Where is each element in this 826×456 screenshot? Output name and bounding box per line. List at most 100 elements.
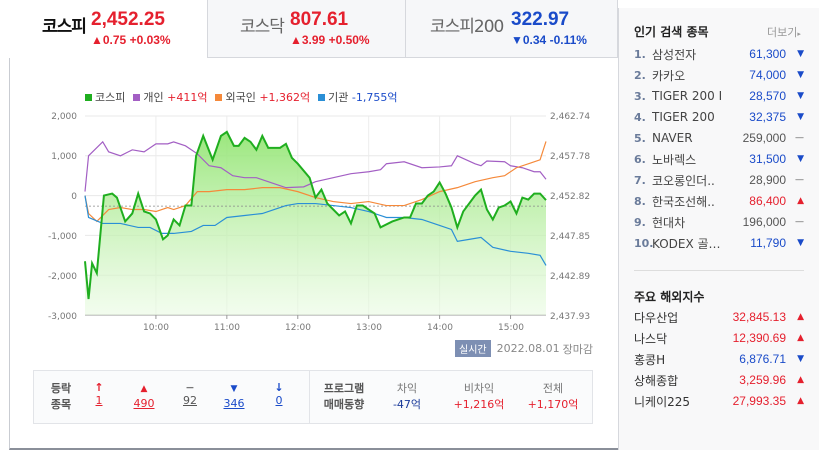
popular-item[interactable]: 7. 코오롱인더.. 28,900 — bbox=[634, 170, 804, 190]
stock-name[interactable]: TIGER 200 I.. bbox=[652, 89, 722, 103]
realtime-badge[interactable]: 실시간 bbox=[455, 340, 491, 357]
x-tick: 12:00 bbox=[285, 323, 311, 333]
count-link[interactable]: 92 bbox=[183, 394, 197, 407]
rank: 9. bbox=[634, 215, 646, 229]
flat-icon: — bbox=[795, 133, 804, 143]
stock-name[interactable]: 한국조선해.. bbox=[652, 194, 715, 209]
x-tick: 13:00 bbox=[356, 323, 382, 333]
legend-individual: 개인 +411억 bbox=[133, 89, 207, 105]
index-name[interactable]: 상해종합 bbox=[634, 373, 679, 388]
stock-name[interactable]: NAVER bbox=[652, 131, 693, 145]
institution-line bbox=[84, 195, 547, 266]
arrow-up-icon: ▲ bbox=[797, 375, 804, 385]
popular-item[interactable]: 5. NAVER 259,000 — bbox=[634, 128, 804, 148]
more-link[interactable]: 더보기▸ bbox=[767, 24, 801, 40]
tab-change: ▲0.75 +0.03% bbox=[91, 33, 171, 47]
breadth-upper-limit[interactable]: ↑ 1 bbox=[86, 381, 112, 407]
right-tick: 2,457.78 bbox=[550, 152, 590, 162]
stock-name[interactable]: 코오롱인더.. bbox=[652, 173, 715, 188]
world-index-item[interactable]: 상해종합 3,259.96 ▲ bbox=[634, 370, 804, 390]
arrow-up-icon: ▲ bbox=[797, 196, 804, 206]
tab-value: 2,452.25 bbox=[91, 9, 165, 30]
count-link[interactable]: 1 bbox=[95, 394, 103, 407]
index-name[interactable]: 홍콩H bbox=[634, 352, 666, 367]
count-link[interactable]: 346 bbox=[223, 397, 245, 410]
breadth-fall[interactable]: ▼ 346 bbox=[219, 381, 249, 410]
arrow-down-icon: ▼ bbox=[797, 354, 804, 364]
popular-item[interactable]: 3. TIGER 200 I.. 28,570 ▼ bbox=[634, 86, 804, 106]
kospi-line bbox=[84, 130, 547, 300]
legend-value: -1,755억 bbox=[351, 91, 398, 104]
market-breadth-box: 등락 종목 ↑ 1 ▲ 490 −92 ▼ 346 ↓ 0 프로그램 매매동향 차익 -47억… bbox=[33, 370, 593, 424]
popular-item[interactable]: 8. 한국조선해.. 86,400 ▲ bbox=[634, 191, 804, 211]
x-tick: 14:00 bbox=[427, 323, 453, 333]
upper-limit-icon: ↑ bbox=[94, 381, 104, 394]
date: 2022.08.01 bbox=[496, 342, 560, 355]
popular-item[interactable]: 2. 카카오 74,000 ▼ bbox=[634, 65, 804, 85]
individual-line bbox=[84, 140, 547, 192]
breadth-rise[interactable]: ▲ 490 bbox=[129, 381, 159, 410]
left-tick: 0 bbox=[71, 192, 77, 202]
left-tick: -1,000 bbox=[48, 232, 77, 242]
right-tick: 2,442.89 bbox=[550, 272, 590, 282]
stock-name[interactable]: 삼성전자 bbox=[652, 47, 697, 62]
fall-icon: ▼ bbox=[230, 384, 238, 394]
x-tick: 11:00 bbox=[214, 323, 240, 333]
divider bbox=[309, 371, 310, 423]
right-tick: 2,452.82 bbox=[550, 192, 590, 202]
right-tick: 2,462.74 bbox=[550, 112, 590, 122]
col-head: 차익 bbox=[396, 382, 418, 395]
stock-name[interactable]: KODEX 골… bbox=[652, 236, 721, 251]
rank: 3. bbox=[634, 89, 646, 103]
world-index-item[interactable]: 니케이225 27,993.35 ▲ bbox=[634, 391, 804, 411]
index-name[interactable]: 니케이225 bbox=[634, 394, 691, 409]
world-index-item[interactable]: 다우산업 32,845.13 ▲ bbox=[634, 307, 804, 327]
count-link[interactable]: 490 bbox=[133, 397, 155, 410]
price: 11,790 bbox=[750, 236, 786, 250]
tab-change: ▲3.99 +0.50% bbox=[290, 33, 370, 47]
foreign-line bbox=[84, 141, 547, 223]
stock-name[interactable]: 카카오 bbox=[652, 68, 686, 83]
chart-meta: 실시간 2022.08.01 장마감 bbox=[455, 340, 593, 357]
index-name[interactable]: 다우산업 bbox=[634, 310, 679, 325]
flat-icon: − bbox=[185, 381, 195, 394]
legend-label: 기관 bbox=[328, 91, 349, 104]
popular-item[interactable]: 1. 삼성전자 61,300 ▼ bbox=[634, 44, 804, 64]
col-head: 비차익 bbox=[463, 382, 495, 395]
world-index-item[interactable]: 나스닥 12,390.69 ▲ bbox=[634, 328, 804, 348]
tab-kosdaq[interactable]: 코스닥 807.61 ▲3.99 +0.50% bbox=[208, 0, 406, 58]
left-tick: -3,000 bbox=[48, 312, 77, 322]
market-status: 장마감 bbox=[562, 342, 593, 356]
label-line: 매매동향 bbox=[323, 398, 365, 411]
popular-item[interactable]: 9. 현대차 196,000 — bbox=[634, 212, 804, 232]
divider bbox=[634, 270, 804, 271]
legend-value: +1,362억 bbox=[259, 91, 311, 104]
popular-item[interactable]: 4. TIGER 200 32,375 ▼ bbox=[634, 107, 804, 127]
program-label: 프로그램 매매동향 bbox=[316, 381, 372, 413]
col-value: -47억 bbox=[392, 398, 422, 411]
legend-foreign: 외국인 +1,362억 bbox=[215, 89, 310, 105]
index-value: 6,876.71 bbox=[739, 352, 786, 366]
stock-name[interactable]: TIGER 200 bbox=[652, 110, 715, 124]
index-value: 12,390.69 bbox=[732, 331, 786, 345]
left-tick: -2,000 bbox=[48, 272, 77, 282]
tab-kospi[interactable]: 코스피 2,452.25 ▲0.75 +0.03% bbox=[9, 0, 208, 58]
stock-name[interactable]: 현대차 bbox=[652, 215, 686, 230]
world-index-item[interactable]: 홍콩H 6,876.71 ▼ bbox=[634, 349, 804, 369]
index-name[interactable]: 나스닥 bbox=[634, 331, 668, 346]
tab-kospi200[interactable]: 코스피200 322.97 ▼0.34 -0.11% bbox=[406, 0, 618, 58]
stock-name[interactable]: 노바렉스 bbox=[652, 152, 697, 167]
flat-icon: — bbox=[795, 175, 804, 185]
col-value: +1,216억 bbox=[453, 398, 505, 411]
legend-marker bbox=[133, 94, 141, 101]
count-link[interactable]: 0 bbox=[275, 394, 283, 407]
sidebar: 인기 검색 종목 더보기▸ 1. 삼성전자 61,300 ▼ 2. 카카오 74,000 ▼ 3… bbox=[618, 8, 819, 450]
popular-item[interactable]: 6. 노바렉스 31,500 ▼ bbox=[634, 149, 804, 169]
breadth-flat[interactable]: −92 bbox=[177, 381, 203, 407]
popular-item[interactable]: 10. KODEX 골… 11,790 ▼ bbox=[634, 233, 804, 253]
rank: 7. bbox=[634, 173, 646, 187]
popular-title: 인기 검색 종목 bbox=[634, 25, 709, 39]
label-line: 종목 bbox=[50, 398, 72, 411]
rank: 1. bbox=[634, 47, 646, 61]
breadth-lower-limit[interactable]: ↓ 0 bbox=[266, 381, 292, 407]
